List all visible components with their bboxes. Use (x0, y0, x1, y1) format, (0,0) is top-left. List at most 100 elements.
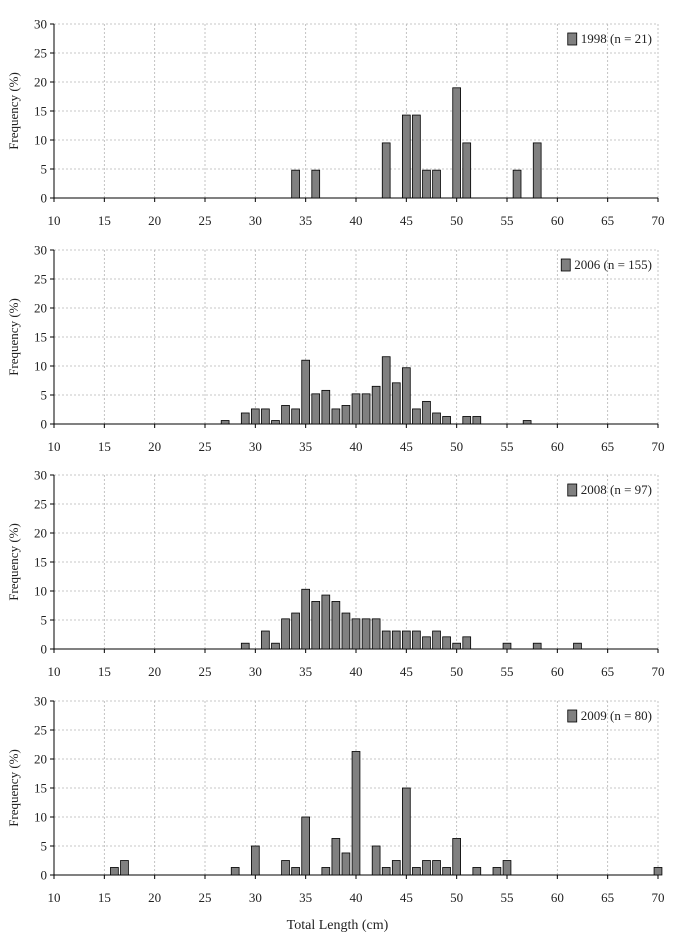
x-tick-label: 20 (148, 439, 161, 454)
x-tick-label: 25 (199, 890, 212, 905)
bar (492, 867, 502, 876)
legend-label: 2009 (n = 80) (581, 708, 652, 723)
y-tick-label: 15 (34, 555, 47, 570)
x-tick-label: 40 (350, 213, 363, 228)
bar (281, 618, 290, 650)
x-axis-title: Total Length (cm) (286, 918, 389, 933)
x-tick-label: 60 (551, 890, 564, 905)
bar (120, 860, 129, 876)
panel-4: 0 5 10 15 20 25 30 10 15 20 25 30 35 40 45 50 55 60 65 70 Fr… (6, 694, 665, 906)
y-tick-label: 30 (34, 243, 47, 258)
y-tick-label: 0 (41, 642, 48, 657)
legend: 2008 (n = 97) (567, 482, 652, 497)
legend-swatch (567, 483, 578, 497)
bar (402, 367, 411, 425)
bar (291, 169, 300, 199)
bar (341, 405, 351, 425)
bar (432, 630, 441, 650)
panel-1: 0 5 10 15 20 25 30 10 15 20 25 30 35 40 45 50 55 60 65 70 Fr… (6, 17, 665, 229)
panel-2: 0 5 10 15 20 25 30 10 15 20 25 30 35 40 45 50 55 60 65 70 Fr… (6, 243, 665, 455)
bar (371, 845, 381, 876)
bar (452, 642, 461, 650)
bar (361, 393, 371, 425)
y-axis-title: Frequency (%) (6, 523, 21, 601)
x-tick-label: 25 (199, 213, 212, 228)
bar (321, 594, 331, 650)
x-tick-label: 40 (350, 664, 363, 679)
bar (271, 420, 280, 425)
legend: 2006 (n = 155) (560, 257, 652, 272)
x-tick-label: 60 (551, 213, 564, 228)
bar (291, 408, 300, 425)
x-tick-label: 30 (249, 890, 262, 905)
bar (301, 359, 310, 425)
x-tick-label: 35 (299, 439, 312, 454)
bar (261, 408, 270, 425)
x-tick-label: 35 (299, 890, 312, 905)
bar (432, 860, 441, 876)
bar (381, 356, 391, 425)
x-tick-label: 10 (48, 664, 61, 679)
bar (281, 860, 290, 876)
bar (391, 630, 401, 650)
bar (402, 114, 411, 199)
bar (452, 838, 461, 876)
y-tick-label: 20 (34, 526, 47, 541)
bar (532, 642, 542, 650)
x-tick-label: 45 (400, 664, 413, 679)
x-tick-label: 45 (400, 890, 413, 905)
y-tick-label: 30 (34, 17, 47, 32)
bar (351, 618, 361, 650)
y-tick-label: 15 (34, 104, 47, 119)
bar (502, 642, 512, 650)
legend: 1998 (n = 21) (567, 31, 652, 46)
x-tick-label: 70 (652, 664, 665, 679)
bar (412, 867, 421, 876)
bar (301, 816, 310, 876)
x-tick-label: 55 (501, 213, 514, 228)
y-tick-label: 5 (41, 839, 48, 854)
x-tick-label: 15 (98, 439, 111, 454)
y-axis-title: Frequency (%) (6, 72, 21, 150)
y-tick-label: 0 (41, 191, 48, 206)
y-tick-label: 5 (41, 162, 48, 177)
x-tick-label: 10 (48, 439, 61, 454)
x-tick-label: 65 (601, 664, 614, 679)
y-axis-title: Frequency (%) (6, 749, 21, 827)
y-tick-label: 5 (41, 613, 48, 628)
bar (240, 412, 250, 425)
bar (653, 867, 663, 876)
legend-swatch (567, 709, 578, 723)
x-tick-label: 65 (601, 890, 614, 905)
bar (391, 860, 401, 876)
y-tick-label: 0 (41, 417, 48, 432)
bar (391, 382, 401, 425)
x-tick-label: 15 (98, 664, 111, 679)
legend-label: 2008 (n = 97) (581, 482, 652, 497)
panel-3: 0 5 10 15 20 25 30 10 15 20 25 30 35 40 45 50 55 60 65 70 Fr… (6, 468, 665, 680)
bar (432, 169, 441, 199)
bar (442, 636, 451, 650)
legend: 2009 (n = 80) (567, 708, 652, 723)
x-tick-label: 25 (199, 439, 212, 454)
bar (381, 867, 391, 876)
x-tick-label: 10 (48, 213, 61, 228)
bar (472, 867, 482, 876)
bar (230, 867, 240, 876)
x-tick-label: 65 (601, 439, 614, 454)
bar (422, 860, 431, 876)
bar (402, 787, 411, 876)
y-tick-label: 15 (34, 781, 47, 796)
bar (321, 867, 331, 876)
y-tick-label: 15 (34, 330, 47, 345)
x-tick-label: 40 (350, 890, 363, 905)
x-tick-label: 15 (98, 890, 111, 905)
legend-label: 2006 (n = 155) (574, 257, 652, 272)
x-tick-label: 70 (652, 890, 665, 905)
bar (522, 420, 532, 425)
bar (381, 630, 391, 650)
y-tick-label: 25 (34, 497, 47, 512)
bar (291, 612, 300, 650)
bar (341, 612, 351, 650)
